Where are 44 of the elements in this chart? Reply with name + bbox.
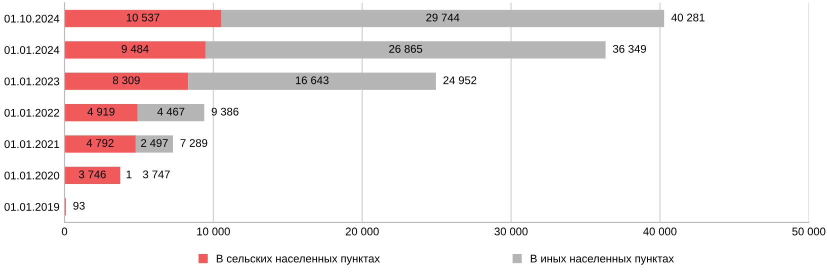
y-tick-label: 01.10.2024	[4, 14, 60, 23]
total-label: 40 281	[671, 14, 705, 22]
data-label: 8 309	[112, 76, 140, 84]
data-label: 3 746	[78, 170, 106, 178]
bar	[138, 104, 204, 122]
y-tick-label: 01.01.2023	[4, 77, 60, 86]
x-tick-label: 20 000	[346, 228, 379, 236]
bar	[64, 10, 222, 28]
y-tick-label: 01.01.2021	[4, 140, 60, 148]
bar	[221, 10, 664, 28]
data-label: 16 643	[296, 76, 329, 84]
bar	[188, 72, 436, 90]
data-label: 2 497	[141, 139, 168, 147]
total-label: 7 289	[180, 139, 208, 147]
y-tick-label: 01.01.2020	[4, 172, 60, 180]
y-tick-label: 01.01.2019	[4, 202, 60, 211]
data-label: 10 537	[126, 14, 160, 22]
data-label: 4 792	[86, 139, 114, 147]
data-label: 4 919	[87, 108, 114, 116]
bar	[64, 41, 206, 58]
data-label: 4 467	[157, 108, 184, 116]
y-tick-label: 01.01.2024	[4, 46, 60, 54]
x-tick-label: 40 000	[643, 228, 677, 236]
bar	[64, 72, 188, 90]
data-label: 26 865	[389, 44, 422, 53]
data-label: 9 484	[122, 44, 149, 53]
total-label: 93	[73, 202, 85, 210]
legend-label: В иных населенных пунктах	[530, 254, 674, 265]
x-tick-label: 50 000	[792, 228, 826, 236]
bar	[64, 135, 136, 153]
x-tick-label: 0	[62, 228, 68, 236]
data-label: 29 744	[426, 14, 460, 22]
total-label: 24 952	[443, 76, 476, 84]
bar	[64, 166, 120, 184]
y-tick-label: 01.01.2022	[4, 108, 60, 117]
total-label: 36 349	[612, 44, 646, 53]
data-label: 1	[126, 170, 132, 178]
legend-label: В сельских населенных пунктах	[216, 254, 380, 265]
bar	[206, 41, 606, 58]
bar	[64, 104, 138, 122]
total-label: 9 386	[212, 108, 238, 116]
x-tick-label: 10 000	[197, 228, 230, 236]
x-tick-label: 30 000	[494, 228, 528, 236]
total-label: 3 747	[142, 170, 170, 178]
